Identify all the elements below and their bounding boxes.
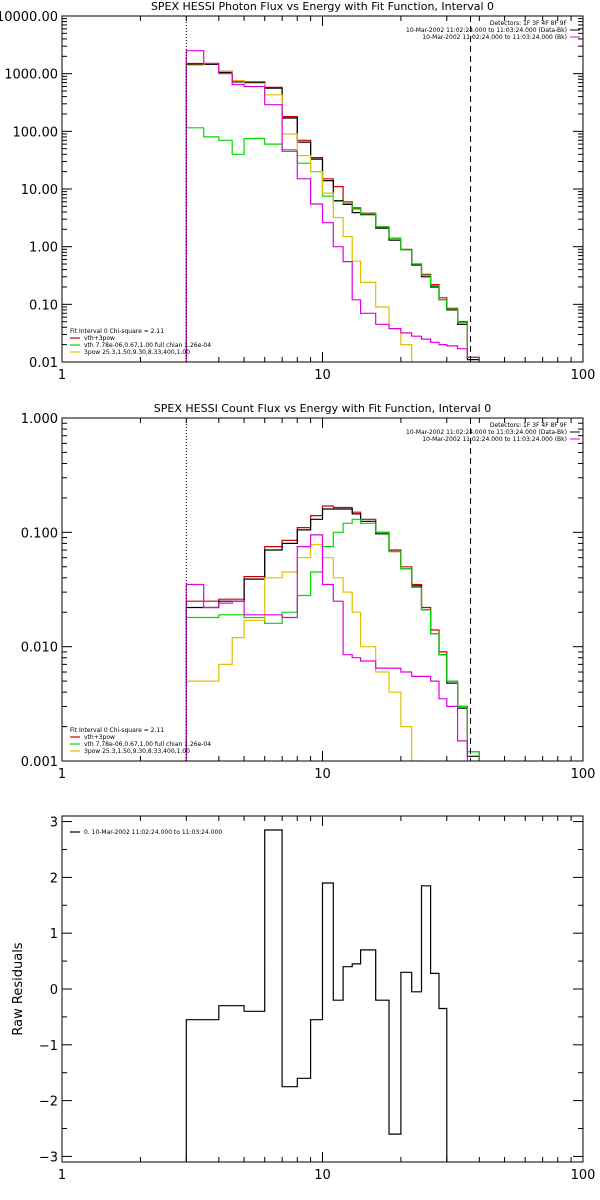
y-tick-label: 3 <box>50 816 58 831</box>
y-tick-label: 0.100 <box>21 526 58 541</box>
header-line: 10-Mar-2002 11:02:24.000 to 11:03:24.000… <box>422 436 567 443</box>
data-area <box>185 50 480 362</box>
legend-entry: 0. 10-Mar-2002 11:02:24.000 to 11:03:24.… <box>84 829 222 836</box>
y-tick-label: 0.010 <box>21 641 58 656</box>
y-tick-label: 10000.00 <box>0 10 58 25</box>
y-tick-label: 10.00 <box>21 183 58 198</box>
chart-title: SPEX HESSI Count Flux vs Energy with Fit… <box>154 402 491 415</box>
header-line: Detectors: 1F 3F 4F 8F 9F <box>490 422 568 429</box>
y-tick-label: −1 <box>39 1039 58 1054</box>
plot-frame <box>61 15 584 363</box>
series-line-2 <box>185 508 480 761</box>
legend-entry: vth+3pow <box>84 335 115 342</box>
legend-entry: vth 7.78e-06,0.67,1.00 full chian 1.26e-… <box>84 342 211 349</box>
header-line: 10-Mar-2002 11:02:24.000 to 11:03:24.000… <box>422 34 567 41</box>
series-line-3 <box>185 127 480 362</box>
series-line-3 <box>185 518 480 761</box>
y-tick-label: 1.000 <box>21 412 58 427</box>
x-tick-label: 10 <box>314 767 331 782</box>
y-tick-label: 0.001 <box>21 755 58 770</box>
chart-panel-1: SPEX HESSI Photon Flux vs Energy with Fi… <box>0 0 596 383</box>
x-tick-label: 100 <box>571 767 596 782</box>
y-tick-label: 1000.00 <box>4 68 58 83</box>
series-line-4 <box>185 544 423 761</box>
x-tick-label: 1 <box>58 767 66 782</box>
y-tick-label: 1 <box>50 927 58 942</box>
y-tick-label: −2 <box>39 1095 58 1110</box>
y-tick-label: −3 <box>39 1150 58 1165</box>
legend-entry: 3pow 25.3,1.50,9.30,8.33,400,1.00 <box>84 748 190 755</box>
y-tick-label: 1.00 <box>29 241 58 256</box>
x-tick-label: 1 <box>58 1168 66 1183</box>
legend-entry: vth 7.78e-06,0.67,1.00 full chian 1.26e-… <box>84 741 211 748</box>
y-tick-label: 2 <box>50 871 58 886</box>
chart-title: SPEX HESSI Photon Flux vs Energy with Fi… <box>151 0 494 13</box>
series-line-5 <box>185 50 480 362</box>
header-line: 10-Mar-2002 11:02:24.000 to 11:03:24.000… <box>406 429 567 436</box>
x-tick-label: 100 <box>571 1168 596 1183</box>
y-tick-label: 0.10 <box>29 298 58 313</box>
header-line: Detectors: 1F 3F 4F 8F 9F <box>490 20 568 27</box>
series-line-4 <box>185 62 413 362</box>
legend-entry: Fit Interval 0 Chi-square = 2.11 <box>70 727 164 734</box>
series-line-1 <box>185 505 480 761</box>
plot-frame <box>61 815 584 1163</box>
y-tick-label: 0 <box>50 983 58 998</box>
data-area <box>185 505 480 761</box>
x-tick-label: 100 <box>571 368 596 383</box>
legend-entry: Fit Interval 0 Chi-square = 2.11 <box>70 328 164 335</box>
plot-frame <box>61 417 584 762</box>
y-axis-label: Raw Residuals <box>11 942 26 1035</box>
chart-panel-2: SPEX HESSI Count Flux vs Energy with Fit… <box>21 402 596 782</box>
data-area <box>185 829 448 1162</box>
x-tick-label: 1 <box>58 368 66 383</box>
y-tick-label: 100.00 <box>13 125 59 140</box>
series-line-5 <box>185 534 468 761</box>
series-line-1 <box>185 829 448 1162</box>
chart-panel-3: Raw Residuals 1 10 100 −3 −2 −1 0 1 2 3 0. 10-Mar-2… <box>11 815 596 1183</box>
x-tick-label: 10 <box>314 1168 331 1183</box>
legend-entry: vth+3pow <box>84 734 115 741</box>
y-tick-label: 0.01 <box>29 356 58 371</box>
x-tick-label: 10 <box>314 368 331 383</box>
header-line: 10-Mar-2002 11:02:24.000 to 11:03:24.000… <box>406 27 567 34</box>
legend-entry: 3pow 25.3,1.50,9.30,8.33,400,1.00 <box>84 349 190 356</box>
